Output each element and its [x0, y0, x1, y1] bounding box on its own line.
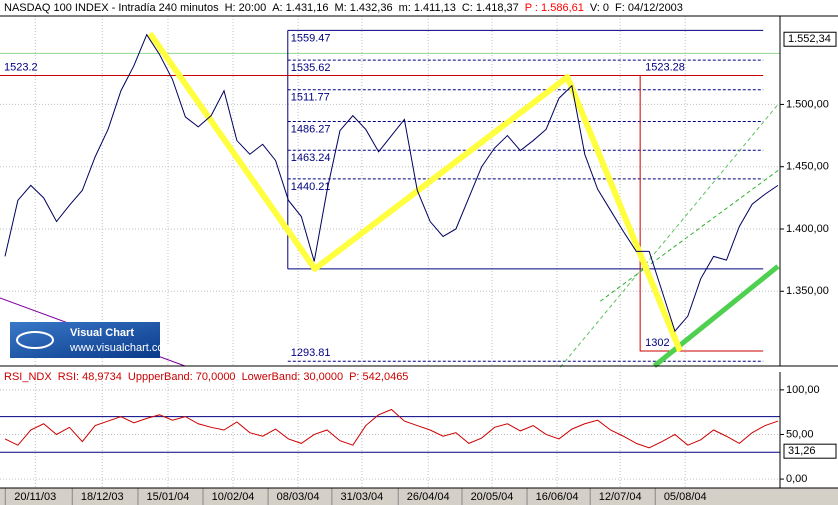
trendline: [559, 104, 779, 368]
rsi-header: RSI_NDX RSI: 48,9734 UppperBand: 70,0000 Lo…: [4, 371, 408, 383]
y-tick-label: 1.500,00: [786, 98, 829, 110]
last-value-box: [783, 443, 837, 459]
fib-label: 1293.81: [291, 347, 331, 359]
last-value-label: 31,26: [788, 445, 816, 457]
fib-label: 1511.77: [291, 92, 330, 104]
rsi-header-part: UppperBand: 70,0000: [128, 371, 236, 383]
y-tick-label: 50,00: [786, 428, 814, 440]
trendline: [652, 264, 780, 368]
red-label: 1523.2: [4, 61, 38, 73]
x-tick-label: 20/05/04: [471, 491, 514, 503]
logo: [10, 322, 160, 358]
fib-label: 1535.62: [291, 62, 331, 74]
price-line: [4, 33, 779, 333]
rsi-header-part: RSI: 48,9734: [58, 371, 122, 383]
x-tick-label: 05/08/04: [664, 491, 707, 503]
zigzag: [147, 31, 683, 353]
fib-label: 1440.21: [291, 181, 331, 193]
y-tick-label: 1.450,00: [786, 161, 829, 173]
header-part: NASDAQ 100 INDEX - Intradía 240 minutos: [4, 2, 219, 14]
logo-url: www.visualchart.com: [69, 342, 173, 354]
red-label: 1302: [645, 337, 669, 349]
x-tick-label: 10/02/04: [212, 491, 255, 503]
y-tick-label: 0,00: [786, 473, 807, 485]
rsi-header-part: LowerBand: 30,0000: [242, 371, 344, 383]
logo-icon: [16, 331, 54, 349]
y-tick-label: 1.400,00: [786, 223, 829, 235]
header-part: m: 1.411,13: [399, 2, 456, 14]
red-box: [639, 74, 764, 352]
header-part: A: 1.431,16: [272, 2, 328, 14]
header: NASDAQ 100 INDEX - Intradía 240 minutos H…: [4, 2, 683, 14]
x-tick-label: 31/03/04: [340, 491, 383, 503]
x-tick-label: 15/01/04: [147, 491, 190, 503]
red-label: 1523.28: [645, 61, 685, 73]
rsi-header-part: RSI_NDX: [4, 371, 52, 383]
fib-label: 1486.27: [291, 123, 331, 135]
header-part: F: 04/12/2003: [615, 2, 683, 14]
rsi-header-part: P: 542,0465: [349, 371, 408, 383]
last-value-box: [783, 31, 837, 47]
x-tick-label: 18/12/03: [81, 491, 124, 503]
header-part: V: 0: [590, 2, 609, 14]
fib-label: 1559.47: [291, 32, 331, 44]
header-part: M: 1.432,36: [334, 2, 392, 14]
date-bar: [0, 488, 838, 505]
header-part: P : 1.586,61: [525, 2, 584, 14]
y-tick-label: 1.350,00: [786, 285, 829, 297]
last-value-label: 1.552,34: [788, 33, 831, 45]
fib-label: 1463.24: [291, 152, 331, 164]
header-part: C: 1.418,37: [462, 2, 519, 14]
x-tick-label: 26/04/04: [407, 491, 450, 503]
x-tick-label: 12/07/04: [599, 491, 642, 503]
x-tick-label: 20/11/03: [14, 491, 56, 503]
x-tick-label: 08/03/04: [277, 491, 320, 503]
x-tick-label: 16/06/04: [536, 491, 579, 503]
trendline: [599, 170, 779, 302]
header-part: H: 20:00: [225, 2, 267, 14]
rsi-line: [4, 408, 779, 449]
logo-title: Visual Chart: [70, 327, 134, 339]
y-tick-label: 100,00: [786, 384, 820, 396]
